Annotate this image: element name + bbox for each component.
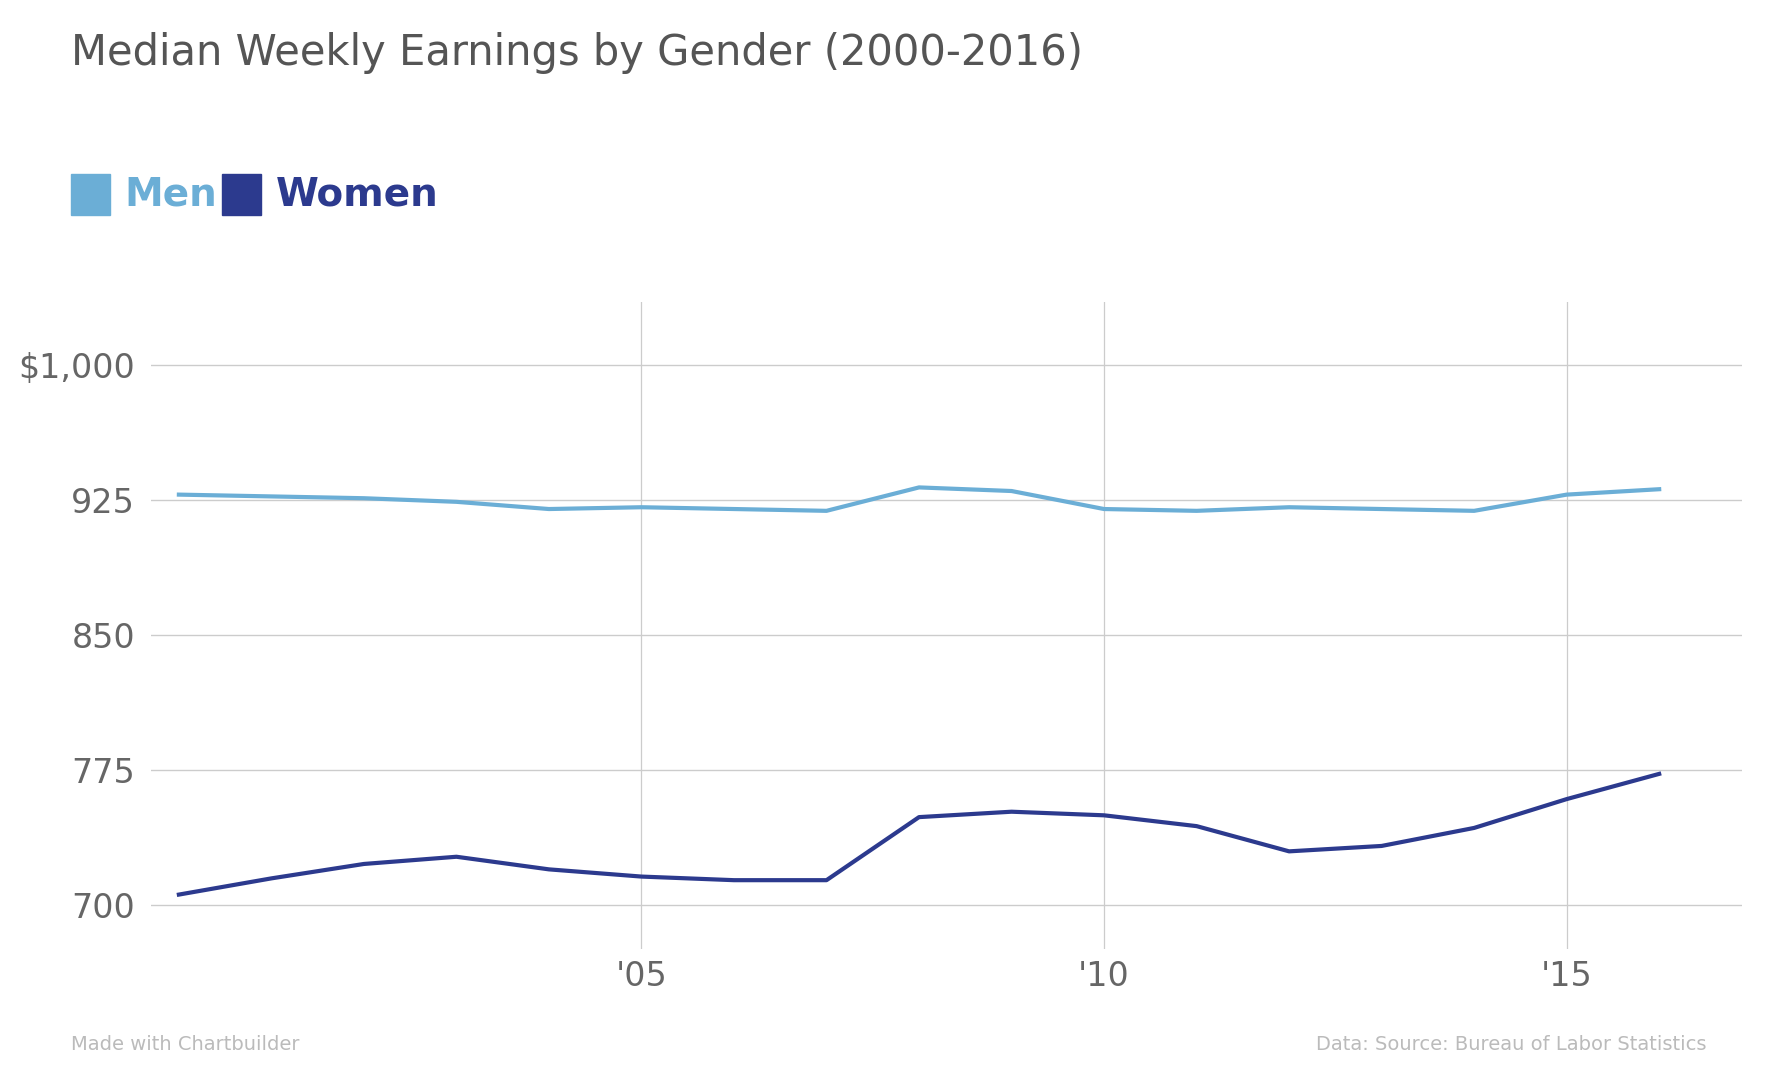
Text: Data: Source: Bureau of Labor Statistics: Data: Source: Bureau of Labor Statistics [1316,1035,1707,1054]
Text: Women: Women [276,175,439,213]
Text: Men: Men [124,175,217,213]
Text: Median Weekly Earnings by Gender (2000-2016): Median Weekly Earnings by Gender (2000-2… [71,32,1083,74]
Text: Made with Chartbuilder: Made with Chartbuilder [71,1035,300,1054]
